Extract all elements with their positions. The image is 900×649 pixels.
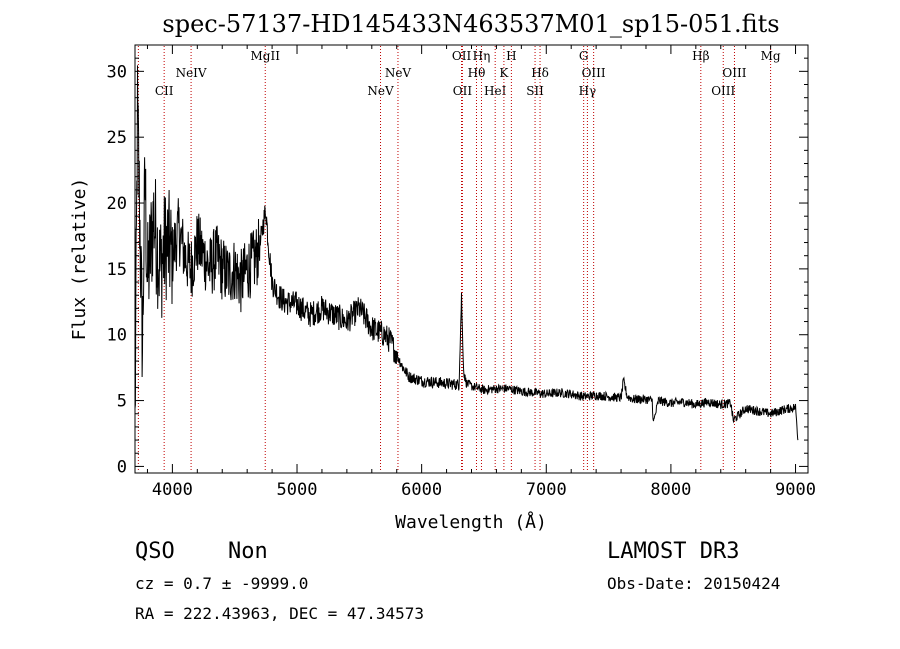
line-label-6: OII — [452, 49, 472, 63]
y-tick-label-4: 20 — [107, 194, 127, 214]
object-subclass: Non — [228, 539, 268, 564]
line-label-3: MgII — [251, 49, 281, 63]
y-tick-label-1: 5 — [117, 392, 127, 412]
line-label-11: K — [499, 66, 509, 80]
survey-name: LAMOST DR3 — [607, 539, 740, 564]
line-label-8: Hθ — [468, 66, 486, 80]
y-tick-label-0: 0 — [117, 457, 127, 477]
spectrum-line — [134, 65, 799, 441]
x-tick-label-1: 5000 — [277, 480, 318, 500]
line-label-9: Hη — [473, 49, 491, 63]
y-tick-label-6: 30 — [107, 62, 127, 82]
line-label-5: NeV — [385, 66, 412, 80]
x-tick-label-2: 6000 — [401, 480, 442, 500]
line-label-1: CII — [155, 84, 174, 98]
line-label-13: SII — [526, 84, 544, 98]
x-tick-label-4: 8000 — [650, 480, 691, 500]
line-label-10: HeI — [484, 84, 507, 98]
y-tick-label-2: 10 — [107, 326, 127, 346]
line-label-12: H — [506, 49, 516, 63]
y-tick-label-5: 25 — [107, 128, 127, 148]
x-tick-label-5: 9000 — [775, 480, 816, 500]
series-layer — [134, 65, 799, 441]
line-label-21: Mg — [761, 49, 781, 63]
redshift-cz: cz = 0.7 ± -9999.0 — [135, 574, 309, 593]
observation-date: Obs-Date: 20150424 — [607, 574, 781, 593]
line-label-15: G — [579, 49, 589, 63]
line-label-19: OIII — [711, 84, 735, 98]
x-tick-label-0: 4000 — [152, 480, 193, 500]
x-tick-label-3: 7000 — [526, 480, 567, 500]
chart-title: spec-57137-HD145433N463537M01_sp15-051.f… — [162, 10, 779, 38]
object-class: QSO — [135, 539, 175, 564]
x-axis-label: Wavelength (Å) — [395, 511, 547, 533]
y-axis-label: Flux (relative) — [69, 178, 90, 341]
axes: 4000 5000 6000 7000 8000 9000 0 5 10 15 20 25 30 — [107, 45, 816, 500]
line-label-2: NeIV — [176, 66, 207, 80]
line-label-18: Hβ — [692, 49, 709, 63]
line-label-7: OII — [453, 84, 473, 98]
line-label-14: Hδ — [531, 66, 549, 80]
line-label-4: NeV — [367, 84, 394, 98]
y-tick-label-3: 15 — [107, 260, 127, 280]
line-label-17: OIII — [582, 66, 606, 80]
coordinates: RA = 222.43963, DEC = 47.34573 — [135, 604, 424, 623]
line-label-16: Hγ — [579, 84, 597, 98]
line-label-20: OIII — [722, 66, 746, 80]
